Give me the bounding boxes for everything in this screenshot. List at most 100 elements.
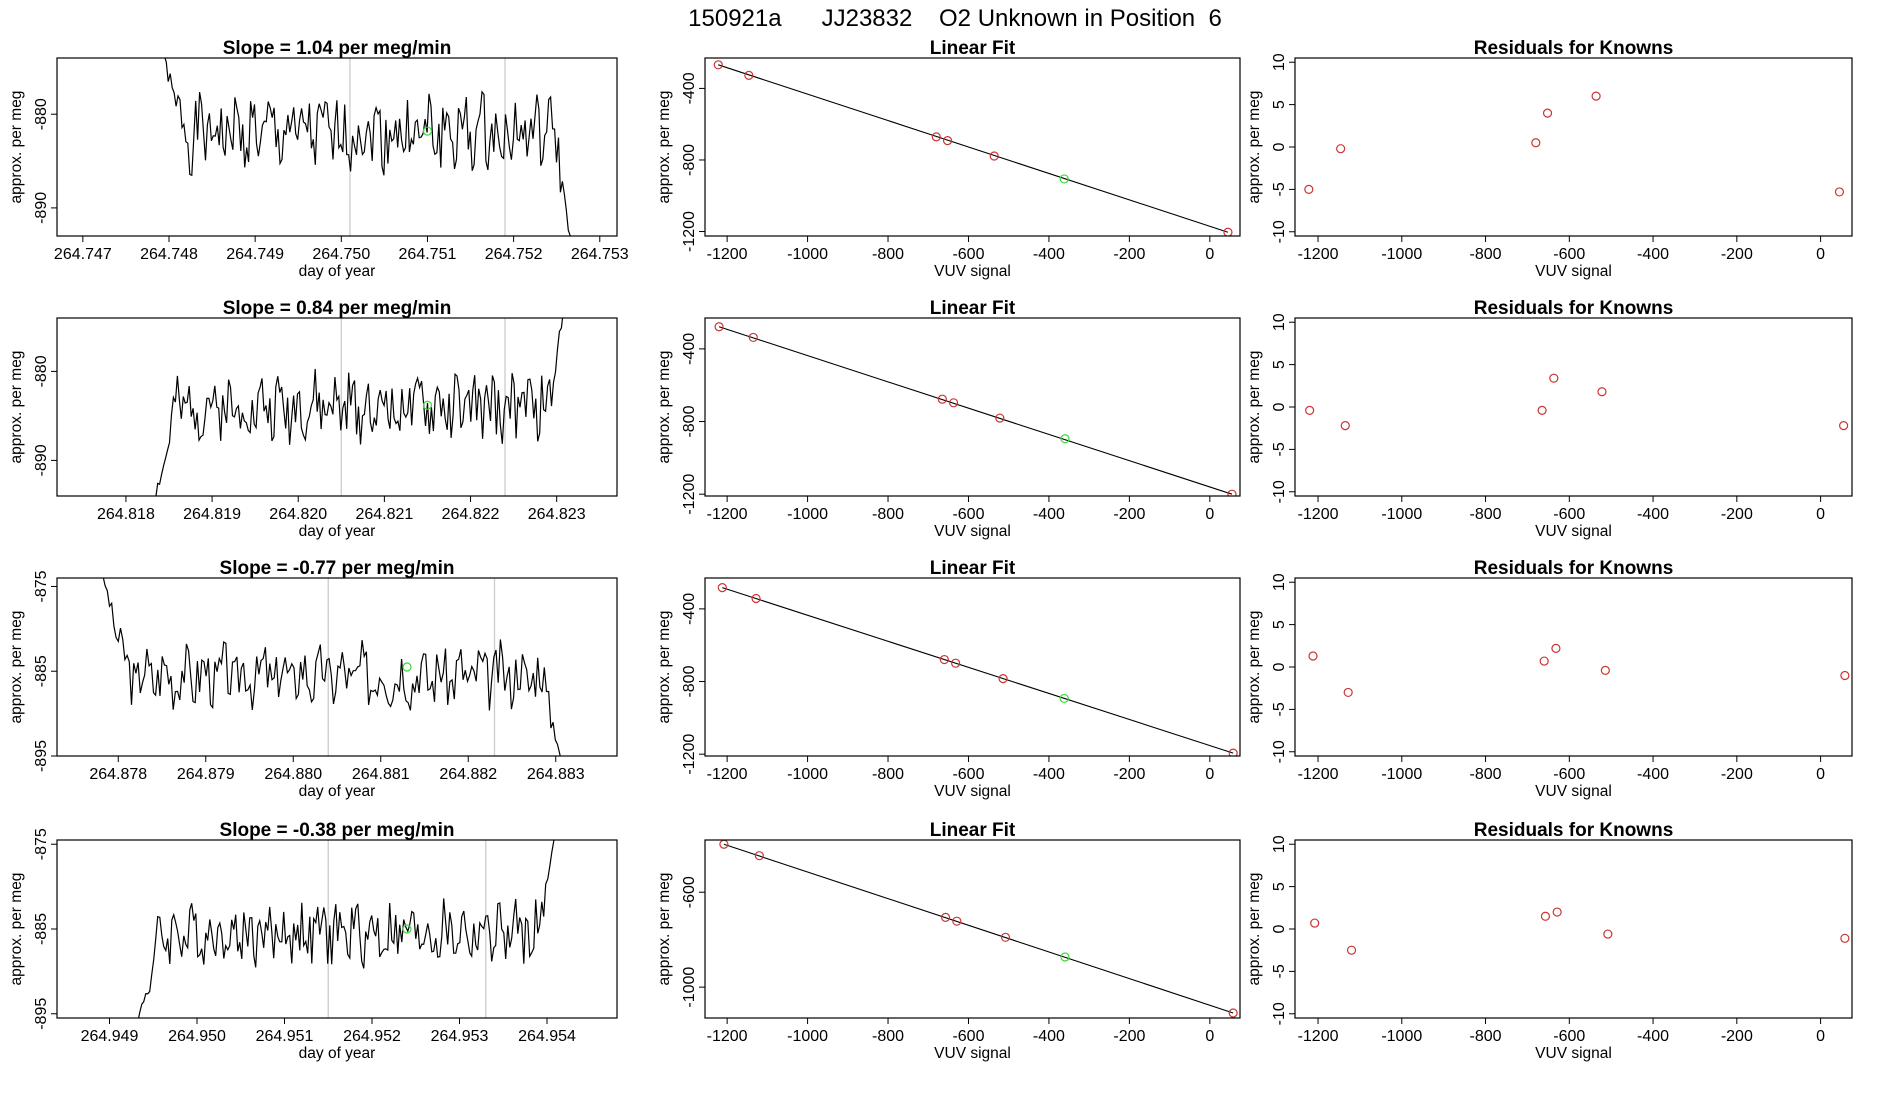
panel-title: Slope = -0.77 per meg/min [220, 558, 455, 579]
known-point [748, 332, 758, 343]
known-point [1603, 929, 1613, 939]
x-axis-label: VUV signal [934, 523, 1011, 540]
x-axis-label: VUV signal [1535, 523, 1612, 540]
known-point [1540, 911, 1551, 921]
plot-area [1304, 91, 1845, 197]
known-point [1840, 670, 1850, 681]
x-tick-label: 0 [1205, 766, 1214, 783]
plot-area [1310, 907, 1850, 955]
x-axis-label: day of year [299, 263, 376, 280]
y-tick-label: -400 [681, 333, 698, 365]
plot-frame [1294, 57, 1853, 237]
y-tick-label: -890 [33, 444, 50, 476]
x-tick-label: 0 [1816, 1028, 1825, 1045]
plot-area [164, 58, 571, 236]
x-tick-label: -1000 [787, 506, 828, 523]
x-tick-label: 264.819 [183, 506, 241, 523]
plot-frame [56, 317, 618, 497]
panel-r3-fit: Linear Fit -1200 -1000 -800 -600 -400 -200 0 VUV… [656, 820, 1241, 1062]
y-tick-label: -800 [681, 405, 698, 437]
known-point [952, 916, 962, 926]
x-tick-label: 264.878 [89, 766, 147, 783]
x-tick-label: 0 [1816, 246, 1825, 263]
y-tick-label: -880 [33, 98, 50, 130]
y-axis-label: approx. per meg [8, 351, 25, 464]
known-point [1223, 227, 1233, 236]
x-tick-label: 0 [1816, 766, 1825, 783]
plot-area [102, 578, 561, 756]
plot-frame [1294, 577, 1853, 757]
panel-title: Residuals for Knowns [1474, 820, 1674, 841]
x-tick-label: -800 [1470, 246, 1502, 263]
fit-line [723, 843, 1234, 1014]
y-tick-label: 0 [1271, 662, 1288, 671]
panel-title: Linear Fit [930, 38, 1016, 59]
plot-frame [1294, 317, 1853, 497]
panel-r2-res: Residuals for Knowns-1200 -1000 -800 -600 -4… [1246, 558, 1853, 800]
panel-title: Slope = -0.38 per meg/min [220, 820, 455, 841]
unknown-point [1059, 174, 1069, 184]
known-point [1228, 1008, 1238, 1018]
known-point [995, 413, 1005, 423]
panel-title: Linear Fit [930, 558, 1016, 579]
x-tick-label: -1000 [1381, 246, 1422, 263]
x-tick-label: 264.949 [81, 1028, 139, 1045]
known-point [751, 593, 761, 604]
x-tick-label: 0 [1205, 246, 1214, 263]
x-tick-label: -1000 [1381, 506, 1422, 523]
x-tick-label: 264.749 [226, 246, 284, 263]
x-axis-label: day of year [299, 783, 376, 800]
x-tick-label: -400 [1637, 506, 1669, 523]
known-point [1346, 945, 1357, 955]
unknown-point [422, 126, 433, 136]
x-tick-label: 264.823 [528, 506, 586, 523]
x-axis-label: day of year [299, 1045, 376, 1062]
known-point [1227, 489, 1237, 496]
known-point [744, 70, 754, 80]
fit-line [718, 64, 1229, 233]
plot-area [1305, 373, 1849, 431]
x-tick-label: 264.820 [269, 506, 327, 523]
x-axis-label: day of year [299, 523, 376, 540]
x-tick-label: 264.882 [439, 766, 497, 783]
y-tick-label: -895 [33, 998, 50, 1030]
known-point [1834, 187, 1845, 197]
unknown-point [422, 400, 433, 410]
y-axis-label: approx. per meg [1246, 351, 1263, 464]
y-tick-label: -1200 [681, 734, 698, 775]
panel-r0-ts: Slope = 1.04 per meg/min 264.747 264.748 26… [8, 38, 629, 280]
known-point [1552, 907, 1562, 917]
known-point [942, 136, 953, 146]
y-axis-label: approx. per meg [8, 873, 25, 986]
x-tick-label: 264.753 [571, 246, 629, 263]
known-point [1310, 918, 1320, 928]
x-tick-label: -200 [1721, 766, 1753, 783]
y-tick-label: 10 [1271, 53, 1288, 71]
x-tick-label: 0 [1205, 506, 1214, 523]
x-tick-label: -600 [952, 1028, 984, 1045]
x-tick-label: 264.954 [518, 1028, 576, 1045]
x-tick-label: 264.879 [177, 766, 235, 783]
panel-title: Slope = 0.84 per meg/min [223, 298, 452, 319]
x-tick-label: 264.881 [352, 766, 410, 783]
y-axis-label: approx. per meg [1246, 91, 1263, 204]
panel-title: Linear Fit [930, 298, 1016, 319]
y-tick-label: 0 [1271, 142, 1288, 151]
y-tick-label: -5 [1271, 442, 1288, 456]
y-tick-label: 0 [1271, 402, 1288, 411]
panel-r3-res: Residuals for Knowns-1200 -1000 -800 -600 -4… [1246, 820, 1853, 1062]
x-tick-label: -400 [1033, 506, 1065, 523]
unknown-point [1060, 952, 1070, 962]
plot-frame [56, 839, 618, 1019]
data-trace [164, 58, 571, 236]
y-axis-label: approx. per meg [8, 91, 25, 204]
panel-title: Linear Fit [930, 820, 1016, 841]
panel-title: Slope = 1.04 per meg/min [223, 38, 452, 59]
x-tick-label: 0 [1205, 1028, 1214, 1045]
y-tick-label: -10 [1271, 220, 1288, 243]
fit-line [722, 587, 1234, 754]
x-axis-label: VUV signal [934, 263, 1011, 280]
known-point [1539, 656, 1549, 666]
y-tick-label: 10 [1271, 313, 1288, 331]
x-tick-label: 264.883 [527, 766, 585, 783]
